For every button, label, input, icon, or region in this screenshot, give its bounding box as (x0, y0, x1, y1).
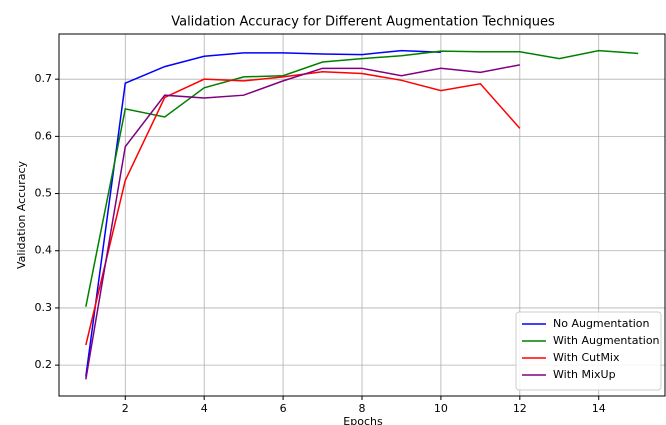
series-line (85, 49, 441, 377)
y-tick-label: 0.6 (35, 129, 53, 142)
x-tick-label: 6 (280, 402, 287, 415)
x-axis-label: Epochs (343, 415, 383, 425)
series-line (85, 64, 520, 380)
legend-label: With CutMix (553, 351, 620, 364)
plot-frame (58, 33, 666, 397)
legend-label: With MixUp (553, 368, 616, 381)
y-tick-label: 0.5 (35, 187, 53, 200)
legend: No Augmentation With Augmentation With Cut… (515, 311, 662, 391)
y-tick-label: 0.4 (35, 244, 53, 257)
y-tick-label: 0.7 (35, 72, 53, 85)
series-line (85, 49, 639, 307)
legend-label: With Augmentation (553, 334, 660, 347)
x-tick-label: 12 (513, 402, 527, 415)
y-axis-label: Validation Accuracy (15, 160, 28, 269)
y-tick-label: 0.2 (35, 358, 53, 371)
legend-label: No Augmentation (553, 317, 650, 330)
x-tick-label: 14 (592, 402, 606, 415)
x-tick-label: 4 (201, 402, 208, 415)
x-tick-label: 10 (434, 402, 448, 415)
x-tick-label: 8 (359, 402, 366, 415)
x-tick-label: 2 (122, 402, 129, 415)
chart-title: Validation Accuracy for Different Augmen… (171, 15, 555, 30)
y-tick-label: 0.3 (35, 301, 53, 314)
legend-box (515, 311, 662, 391)
